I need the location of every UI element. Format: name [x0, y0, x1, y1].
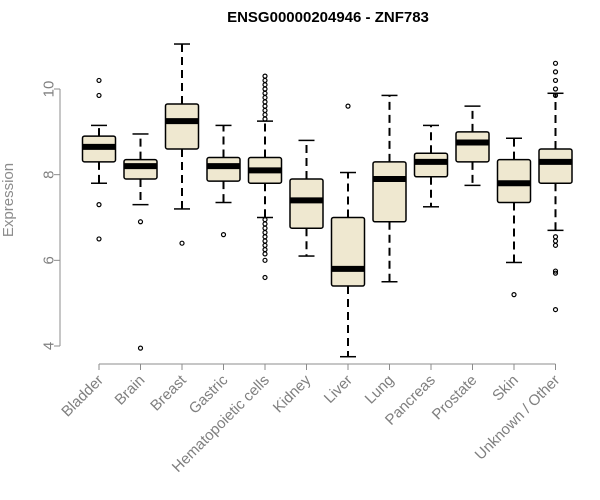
outlier-point: [552, 306, 559, 313]
outlier-point: [262, 86, 268, 92]
box-group: [123, 133, 158, 351]
iqr-box: [206, 156, 241, 182]
outlier-point: [262, 229, 268, 236]
x-tick-label: Lung: [362, 372, 398, 408]
outlier-point: [262, 238, 268, 244]
y-tick-label: 8: [41, 170, 58, 178]
outlier-point: [552, 270, 559, 276]
x-tick-label: Skin: [489, 372, 522, 405]
box-group: [455, 105, 490, 187]
outlier-point: [552, 234, 559, 240]
outlier-point: [262, 73, 268, 79]
y-tick-label: 10: [41, 81, 58, 98]
outlier-point: [220, 232, 227, 238]
outlier-point: [262, 221, 268, 227]
box-series: [81, 43, 573, 358]
y-tick-label: 6: [41, 256, 58, 264]
outlier-point: [262, 99, 268, 105]
chart-title: ENSG00000204946 - ZNF783: [227, 9, 429, 26]
outlier-point: [96, 77, 102, 84]
outlier-point: [262, 242, 268, 248]
iqr-box: [289, 178, 324, 229]
outlier-point: [262, 77, 268, 84]
iqr-box: [372, 161, 407, 223]
box-group: [164, 43, 200, 246]
outlier-point: [262, 82, 268, 88]
box-group: [247, 73, 283, 281]
outlier-point: [262, 251, 268, 257]
outlier-point: [511, 292, 517, 298]
outlier-point: [96, 236, 102, 242]
box-group: [413, 124, 449, 208]
outlier-point: [552, 238, 559, 244]
outlier-point: [137, 345, 144, 351]
box-group: [289, 139, 324, 257]
outlier-point: [262, 274, 268, 281]
x-tick-label: Brain: [112, 372, 149, 409]
box-group: [81, 77, 117, 242]
x-tick-label: Kidney: [270, 371, 315, 416]
outlier-point: [262, 257, 268, 263]
box-group: [372, 94, 407, 283]
iqr-box: [413, 152, 449, 178]
outlier-point: [262, 103, 268, 109]
iqr-box: [538, 148, 573, 184]
iqr-box: [455, 131, 490, 163]
outlier-point: [552, 77, 559, 84]
outlier-point: [552, 60, 559, 66]
outlier-point: [262, 94, 268, 101]
outlier-point: [96, 92, 102, 99]
outlier-point: [96, 202, 102, 208]
x-tick-label: Prostate: [429, 372, 481, 424]
outlier-point: [262, 247, 268, 253]
outlier-point: [262, 90, 268, 96]
outlier-point: [345, 103, 351, 109]
outlier-point: [262, 107, 268, 114]
y-axis: 4 6 8 10: [41, 81, 61, 350]
outlier-point: [262, 225, 268, 231]
iqr-box: [330, 216, 366, 287]
outlier-point: [262, 116, 268, 122]
outlier-point: [552, 92, 559, 99]
box-group: [330, 103, 366, 358]
box-group: [206, 124, 241, 238]
outlier-point: [262, 112, 268, 118]
outlier-point: [262, 234, 268, 240]
box-group: [496, 137, 532, 298]
outlier-point: [137, 219, 144, 225]
iqr-box: [164, 103, 200, 150]
outlier-point: [179, 240, 185, 246]
outlier-point: [552, 268, 559, 274]
outlier-point: [552, 242, 559, 248]
y-axis-label: Expression: [0, 163, 17, 237]
x-tick-label: Bladder: [58, 372, 107, 421]
x-tick-label: Liver: [321, 372, 356, 407]
x-tick-label: Breast: [147, 371, 190, 414]
outlier-point: [552, 86, 559, 92]
box-group: [538, 60, 573, 313]
y-tick-label: 4: [41, 342, 58, 350]
outlier-point: [552, 69, 559, 75]
iqr-box: [123, 158, 158, 180]
